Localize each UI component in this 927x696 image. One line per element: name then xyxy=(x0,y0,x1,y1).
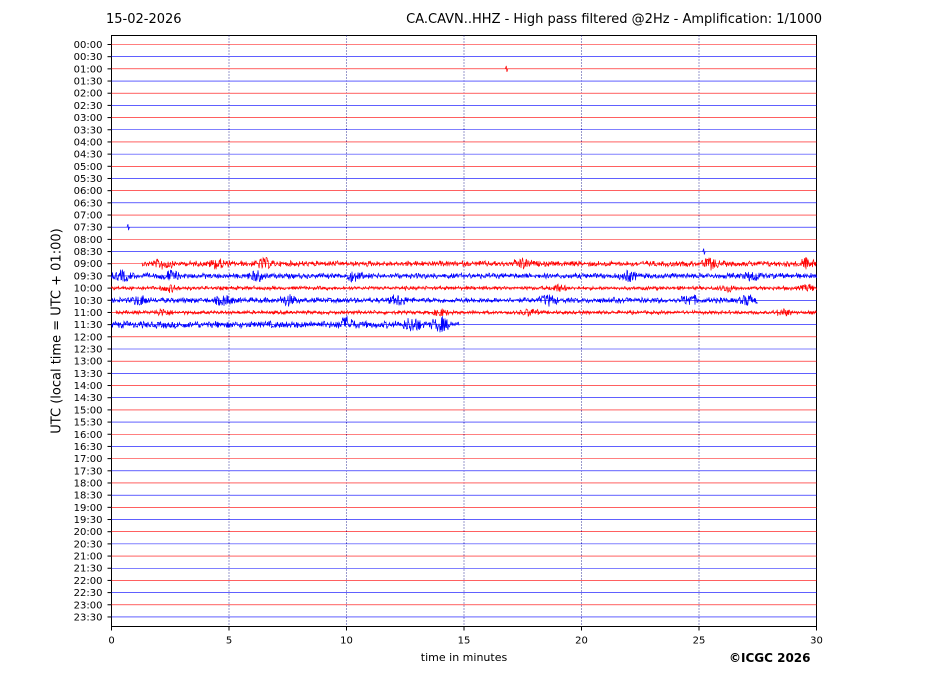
y-tick-label: 04:30 xyxy=(74,150,103,161)
seismic-trace xyxy=(111,283,817,294)
y-tick-label: 14:30 xyxy=(74,393,103,404)
x-tick-label: 0 xyxy=(108,636,114,647)
y-tick-label: 02:30 xyxy=(74,101,103,112)
y-tick-label: 03:00 xyxy=(74,113,103,124)
seismic-event-mark xyxy=(702,248,706,255)
x-tick-label: 15 xyxy=(458,636,471,647)
y-tick-label: 06:00 xyxy=(74,186,103,197)
y-tick-label: 07:00 xyxy=(74,211,103,222)
y-tick-label: 17:30 xyxy=(74,466,103,477)
y-tick-label: 15:00 xyxy=(74,405,103,416)
seismic-trace xyxy=(111,294,758,307)
x-tick-label: 10 xyxy=(340,636,353,647)
y-tick-label: 22:30 xyxy=(74,588,103,599)
y-tick-label: 16:00 xyxy=(74,430,103,441)
y-tick-label: 00:00 xyxy=(74,40,103,51)
y-tick-label: 05:00 xyxy=(74,162,103,173)
y-tick-label: 03:30 xyxy=(74,125,103,136)
y-tick-label: 18:00 xyxy=(74,478,103,489)
y-tick-label: 01:00 xyxy=(74,64,103,75)
x-tick-label: 30 xyxy=(810,636,823,647)
y-tick-label: 21:30 xyxy=(74,564,103,575)
y-tick-label: 14:00 xyxy=(74,381,103,392)
seismic-trace xyxy=(111,315,460,333)
y-tick-label: 05:30 xyxy=(74,174,103,185)
y-tick-label: 22:00 xyxy=(74,576,103,587)
x-axis-label: time in minutes xyxy=(420,651,508,664)
y-tick-label: 16:30 xyxy=(74,442,103,453)
record-date: 15-02-2026 xyxy=(106,12,182,27)
y-tick-label: 23:30 xyxy=(74,612,103,623)
y-tick-label: 23:00 xyxy=(74,600,103,611)
y-tick-label: 11:00 xyxy=(74,308,103,319)
x-tick-label: 5 xyxy=(226,636,232,647)
y-tick-label: 20:00 xyxy=(74,527,103,538)
chart-title: CA.CAVN..HHZ - High pass filtered @2Hz -… xyxy=(406,12,822,27)
y-tick-label: 11:30 xyxy=(74,320,103,331)
y-tick-label: 00:30 xyxy=(74,52,103,63)
y-tick-label: 15:30 xyxy=(74,418,103,429)
y-tick-label: 10:00 xyxy=(74,284,103,295)
seismic-trace xyxy=(111,269,817,283)
x-tick-label: 25 xyxy=(693,636,706,647)
y-tick-label: 08:00 xyxy=(74,235,103,246)
y-tick-label: 09:00 xyxy=(74,259,103,270)
plot-frame xyxy=(111,35,817,627)
x-tick-label: 20 xyxy=(575,636,588,647)
y-tick-label: 02:00 xyxy=(74,89,103,100)
y-tick-label: 10:30 xyxy=(74,296,103,307)
y-tick-label: 12:00 xyxy=(74,332,103,343)
y-tick-label: 09:30 xyxy=(74,271,103,282)
seismic-trace xyxy=(141,256,817,271)
y-tick-label: 17:00 xyxy=(74,454,103,465)
y-tick-label: 13:00 xyxy=(74,357,103,368)
copyright-notice: ©ICGC 2026 xyxy=(729,651,811,665)
y-tick-label: 19:00 xyxy=(74,503,103,514)
y-tick-label: 08:30 xyxy=(74,247,103,258)
seismic-event-mark xyxy=(504,65,509,72)
y-tick-label: 01:30 xyxy=(74,77,103,88)
y-tick-label: 07:30 xyxy=(74,223,103,234)
y-tick-label: 06:30 xyxy=(74,198,103,209)
y-tick-label: 21:00 xyxy=(74,552,103,563)
seismic-trace xyxy=(115,308,817,318)
y-tick-label: 18:30 xyxy=(74,491,103,502)
y-tick-label: 20:30 xyxy=(74,539,103,550)
seismic-event-mark xyxy=(126,224,130,231)
y-tick-label: 12:30 xyxy=(74,345,103,356)
y-tick-label: 13:30 xyxy=(74,369,103,380)
y-tick-label: 04:00 xyxy=(74,137,103,148)
y-tick-label: 19:30 xyxy=(74,515,103,526)
